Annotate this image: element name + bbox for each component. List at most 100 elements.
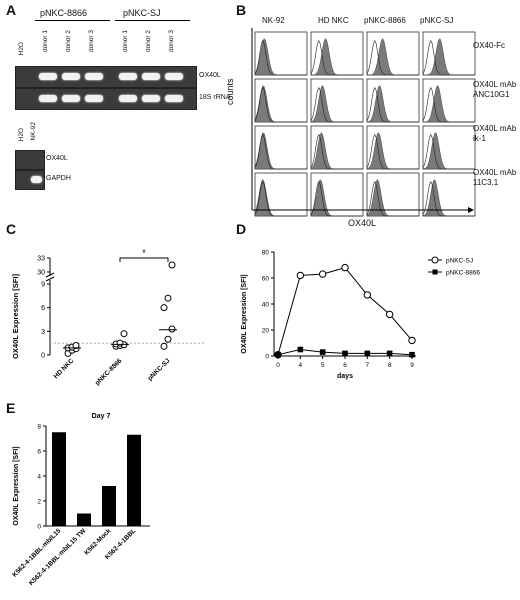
histogram-isotype xyxy=(310,133,363,170)
x-tick-label: 6 xyxy=(343,362,347,369)
data-point xyxy=(168,325,176,333)
data-point xyxy=(160,304,168,312)
x-tick-label: 7 xyxy=(366,362,370,369)
data-point xyxy=(120,330,128,338)
y-tick-label: 2 xyxy=(37,499,41,506)
chart-e: Day 7 0 2 4 6 8 OX40L Expression [SFI] K562-4-1… xyxy=(11,413,150,587)
histogram-isotype xyxy=(254,86,307,123)
y-tick-label: 0 xyxy=(37,524,41,531)
y-axis-label: OX40L Expression [SFI] xyxy=(241,274,248,353)
x-tick-label: pNKC-8866 xyxy=(94,357,124,387)
data-point-circle xyxy=(385,310,394,319)
x-axis-label: days xyxy=(337,373,353,380)
data-point-square xyxy=(409,351,415,358)
histogram-cell xyxy=(422,31,476,76)
histogram-isotype xyxy=(422,180,475,217)
group2-label: pNKC-SJ xyxy=(123,8,161,18)
gel-ox40l-label: OX40L xyxy=(199,72,221,79)
y-tick-label: 40 xyxy=(262,302,270,309)
bar xyxy=(52,432,66,526)
data-point-square xyxy=(297,346,304,353)
bar xyxy=(77,513,91,526)
chart-c: 0 3 6 9 30 33 OX40L Expression [SFI] HD NKC pNKC… xyxy=(11,248,204,387)
histogram-isotype xyxy=(422,86,475,123)
lane-donor1b: donor 1 xyxy=(122,30,129,53)
panel-b-col-0: NK-92 xyxy=(262,16,285,25)
panel-b-label: B xyxy=(236,2,247,18)
histogram-isotype xyxy=(366,86,419,123)
panel-b-row-0: OX40-Fc xyxy=(473,41,506,50)
group2-underline xyxy=(115,20,190,21)
x-tick-label: 8 xyxy=(388,362,392,369)
data-point xyxy=(72,342,80,350)
gel-18s xyxy=(15,88,197,110)
y-tick-label: 3 xyxy=(41,329,45,336)
y-tick-label: 6 xyxy=(41,305,45,312)
data-point-square xyxy=(275,351,281,358)
data-point xyxy=(116,339,124,347)
bar xyxy=(127,434,141,526)
chart-d: 0 20 40 60 80 0 4 5 6 7 8 9 days OX40L Expression [SF… xyxy=(241,250,480,381)
y-tick-label: 30 xyxy=(37,270,45,277)
panel-c-label: C xyxy=(6,221,17,237)
panel-b-col-3: pNKC-SJ xyxy=(420,16,454,25)
y-tick-label: 4 xyxy=(37,474,41,481)
histogram-isotype xyxy=(366,180,419,217)
panel-b-col-2: pNKC-8866 xyxy=(364,16,406,25)
gel-lower-ox40l-label: OX40L xyxy=(46,155,68,162)
histogram-grid xyxy=(251,28,476,217)
series-line xyxy=(277,267,413,355)
axis-break xyxy=(45,272,55,278)
lane-donor3b: donor 3 xyxy=(168,30,175,53)
y-tick-label: 80 xyxy=(262,250,270,257)
gel-18s-label: 18S rRNA xyxy=(199,94,231,101)
histogram-isotype xyxy=(366,39,419,76)
significance-star: * xyxy=(142,248,146,258)
legend-label: pNKC-SJ xyxy=(446,258,473,265)
x-tick-label: 5 xyxy=(321,362,325,369)
data-point-circle xyxy=(341,263,349,272)
lower-lane-h2o: H2O xyxy=(18,128,25,142)
y-tick-label: 20 xyxy=(262,328,270,335)
data-point-circle xyxy=(363,291,372,299)
y-tick-label: 9 xyxy=(41,282,45,289)
panel-a-header: pNKC-8866 pNKC-SJ xyxy=(15,8,215,68)
y-tick-label: 0 xyxy=(265,354,269,361)
data-point xyxy=(168,261,176,269)
panel-d-label: D xyxy=(236,221,247,237)
legend-marker xyxy=(431,256,439,264)
data-point-circle xyxy=(408,336,416,345)
y-tick-label: 33 xyxy=(37,256,45,263)
data-point xyxy=(160,342,168,350)
group1-label: pNKC-8866 xyxy=(40,8,88,18)
x-tick-label: pNKC-SJ xyxy=(147,357,172,382)
histogram-isotype xyxy=(310,180,363,217)
histogram-isotype xyxy=(254,39,307,76)
x-tick-label: 4 xyxy=(299,362,303,369)
gel-lower-gapdh xyxy=(15,170,45,190)
x-tick-label: 0 xyxy=(276,362,280,369)
data-point-circle xyxy=(296,271,305,280)
data-point-square xyxy=(319,349,326,355)
gel-lower-ox40l xyxy=(15,150,45,170)
y-tick-label: 6 xyxy=(37,449,41,456)
histogram-isotype xyxy=(422,39,475,76)
y-tick-label: 0 xyxy=(41,353,45,360)
lane-h2o-label: H2O xyxy=(18,42,25,56)
data-point-circle xyxy=(318,270,327,278)
group1-underline xyxy=(35,20,110,21)
histogram-isotype xyxy=(254,180,307,217)
lane-donor2a: donor 2 xyxy=(65,30,72,53)
gel-ox40l xyxy=(15,66,197,88)
data-point xyxy=(164,335,172,343)
data-point xyxy=(164,294,172,302)
data-point-square xyxy=(386,350,393,357)
lane-donor2b: donor 2 xyxy=(145,30,152,53)
x-tick-label: K562-4-1BBL-mbIL15 xyxy=(11,527,62,578)
y-tick-label: 8 xyxy=(37,424,41,431)
panel-b-ylabel: counts xyxy=(225,78,235,105)
panel-a-label: A xyxy=(6,2,17,18)
gel-lower-gapdh-label: GAPDH xyxy=(46,175,71,182)
panel-b-col-1: HD NKC xyxy=(318,16,349,25)
histogram-isotype xyxy=(254,133,307,170)
